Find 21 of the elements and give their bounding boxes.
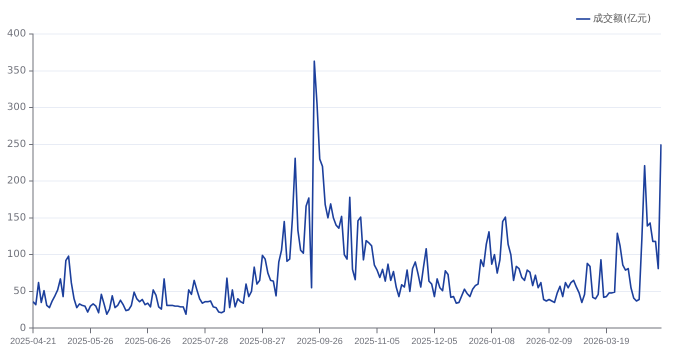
y-tick-label: 200 [6, 176, 26, 187]
x-tick-label: 2026-01-08 [468, 336, 515, 346]
x-tick-label: 2025-06-26 [124, 336, 171, 346]
x-tick-label: 2025-04-21 [10, 336, 56, 346]
x-tick-label: 2025-08-27 [239, 336, 286, 346]
x-tick-label: 2025-11-05 [354, 336, 400, 346]
y-tick-label: 0 [20, 322, 26, 334]
x-tick-label: 2025-09-26 [296, 336, 343, 346]
y-tick-label: 400 [6, 28, 26, 40]
legend-label: 成交额(亿元) [593, 12, 652, 25]
x-tick-label: 2026-02-09 [526, 336, 572, 346]
y-tick-label: 300 [6, 102, 26, 114]
y-tick-label: 250 [6, 138, 26, 150]
y-tick-label: 150 [6, 212, 26, 224]
x-tick-label: 2025-07-28 [182, 336, 228, 346]
y-tick-label: 350 [6, 65, 26, 76]
x-tick-label: 2026-03-19 [583, 336, 630, 346]
y-tick-label: 50 [13, 286, 26, 298]
y-tick-label: 100 [6, 249, 26, 260]
x-tick-label: 2025-05-26 [67, 336, 114, 346]
x-tick-label: 2025-12-05 [411, 336, 458, 346]
